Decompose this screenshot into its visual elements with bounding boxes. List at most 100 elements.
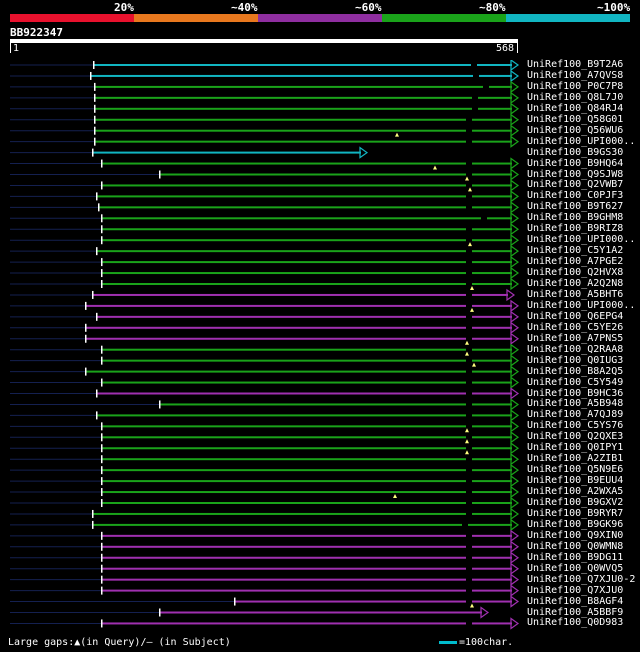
hit-label[interactable]: UniRef100_C5Y549 [527, 376, 624, 388]
hit-label[interactable]: UniRef100_C0PJF3 [527, 190, 624, 202]
hit-row[interactable] [10, 551, 520, 564]
hit-row[interactable] [10, 428, 520, 444]
hit-row[interactable] [10, 573, 520, 586]
hit-row[interactable] [10, 299, 520, 313]
hit-row[interactable] [10, 255, 520, 269]
hit-label[interactable]: UniRef100_B9HQ64 [527, 157, 624, 169]
hit-row[interactable] [10, 80, 520, 94]
hit-label[interactable]: UniRef100_Q0IUG3 [527, 354, 624, 366]
hit-label[interactable]: UniRef100_Q0WMN8 [527, 540, 624, 552]
hit-row[interactable] [10, 146, 369, 159]
hit-label[interactable]: UniRef100_Q84RJ4 [527, 102, 624, 114]
hit-row[interactable] [10, 450, 520, 466]
hit-row[interactable] [10, 562, 520, 575]
hit-label[interactable]: UniRef100_B9DG11 [527, 551, 624, 563]
hit-row[interactable] [10, 507, 520, 521]
hit-label[interactable]: UniRef100_C5YE26 [527, 321, 624, 333]
hit-label[interactable]: UniRef100_A7PGE2 [527, 256, 624, 268]
hit-label[interactable]: UniRef100_B9GHM8 [527, 212, 624, 224]
hit-row[interactable] [10, 409, 520, 422]
hit-row[interactable] [10, 91, 520, 105]
hit-label[interactable]: UniRef100_A7QJ89 [527, 409, 624, 421]
hit-row[interactable] [10, 332, 520, 345]
hit-label[interactable]: UniRef100_A7QVS8 [527, 69, 624, 81]
hit-row[interactable] [10, 340, 520, 356]
hit-label[interactable]: UniRef100_A5BBF9 [527, 606, 624, 618]
hit-label[interactable]: UniRef100_B9HC36 [527, 387, 624, 399]
hit-row[interactable] [10, 540, 520, 553]
hit-label[interactable]: UniRef100_A2Q2N8 [527, 278, 624, 289]
hit-label[interactable]: UniRef100_A5BHT6 [527, 288, 624, 300]
hit-label[interactable]: UniRef100_B9RIZ8 [527, 223, 624, 235]
hit-label[interactable]: UniRef100_B9GXV2 [527, 497, 624, 508]
hit-label[interactable]: UniRef100_B8AGF4 [527, 595, 624, 607]
hit-row[interactable] [10, 603, 490, 619]
hit-row[interactable] [10, 439, 520, 455]
hit-row[interactable] [10, 387, 520, 400]
hit-row[interactable] [10, 307, 520, 324]
hit-row[interactable] [10, 518, 520, 532]
hit-row[interactable] [10, 58, 520, 72]
hit-row[interactable] [10, 529, 520, 543]
hit-row[interactable] [10, 223, 520, 236]
hit-label[interactable]: UniRef100_Q2QXE3 [527, 431, 624, 443]
hit-label[interactable]: UniRef100_A2WXA5 [527, 486, 624, 498]
hit-label[interactable]: UniRef100_B9T627 [527, 201, 624, 213]
hit-label[interactable]: UniRef100_UPI000.. [527, 135, 636, 147]
hit-row[interactable] [10, 165, 520, 181]
hit-label[interactable]: UniRef100_B9RYR7 [527, 507, 624, 519]
hit-label[interactable]: UniRef100_UPI000.. [527, 234, 636, 246]
hit-label[interactable]: UniRef100_Q0WVQ5 [527, 562, 624, 574]
hit-label[interactable]: UniRef100_Q58G01 [527, 113, 624, 125]
hit-label[interactable]: UniRef100_Q2VWB7 [527, 179, 624, 191]
hit-row[interactable] [10, 113, 520, 126]
hit-row[interactable] [10, 494, 520, 510]
hit-row[interactable] [10, 69, 520, 83]
hit-row[interactable] [10, 157, 520, 170]
hit-label[interactable]: UniRef100_UPI000.. [527, 299, 636, 311]
hit-label[interactable]: UniRef100_Q6EPG4 [527, 310, 624, 322]
hit-label[interactable]: UniRef100_A7PNS5 [527, 332, 624, 344]
hit-row[interactable] [10, 595, 520, 608]
hit-label[interactable]: UniRef100_B8A2Q5 [527, 365, 624, 377]
hit-label[interactable]: UniRef100_A5B948 [527, 398, 624, 410]
hit-row[interactable] [10, 187, 520, 203]
hit-row[interactable] [10, 420, 520, 433]
hit-label[interactable]: UniRef100_P0C7P8 [527, 80, 624, 92]
hit-label[interactable]: UniRef100_C5Y1A2 [527, 245, 624, 257]
hit-row[interactable] [10, 132, 520, 148]
hit-row[interactable] [10, 362, 520, 378]
hit-row[interactable] [10, 242, 520, 258]
hit-row[interactable] [10, 212, 520, 225]
hit-label[interactable]: UniRef100_C5YS76 [527, 420, 624, 432]
hit-row[interactable] [10, 376, 520, 389]
hit-label[interactable]: UniRef100_B9GS30 [527, 146, 624, 158]
hit-label[interactable]: UniRef100_Q9SJW8 [527, 168, 624, 180]
hit-label[interactable]: UniRef100_Q8L7J0 [527, 91, 624, 103]
hit-label[interactable]: UniRef100_Q0IPY1 [527, 442, 624, 454]
hit-row[interactable] [10, 285, 516, 302]
hit-label[interactable]: UniRef100_Q2RAA8 [527, 343, 624, 355]
hit-label[interactable]: UniRef100_B9T2A6 [527, 59, 624, 70]
hit-label[interactable]: UniRef100_Q5N9E6 [527, 464, 624, 476]
hit-label[interactable]: UniRef100_Q7XJU0 [527, 584, 624, 596]
hit-label[interactable]: UniRef100_Q7XJU0-2 [527, 573, 636, 585]
hit-label[interactable]: UniRef100_Q9XIN0 [527, 529, 624, 541]
hit-label[interactable]: UniRef100_Q2HVX8 [527, 267, 624, 279]
hit-row[interactable] [10, 321, 520, 334]
hit-row[interactable] [10, 474, 520, 488]
hit-row[interactable] [10, 617, 520, 630]
hit-label[interactable]: UniRef100_A2ZIB1 [527, 453, 624, 465]
hit-row[interactable] [10, 485, 520, 499]
hit-row[interactable] [10, 351, 520, 367]
hit-label[interactable]: UniRef100_Q0D983 [527, 617, 624, 629]
hit-row[interactable] [10, 277, 520, 291]
hit-row[interactable] [10, 266, 520, 280]
hit-row[interactable] [10, 176, 520, 192]
hit-label[interactable]: UniRef100_Q56WU6 [527, 124, 624, 136]
hit-row[interactable] [10, 463, 520, 477]
hit-row[interactable] [10, 201, 520, 214]
hit-label[interactable]: UniRef100_B9EUU4 [527, 475, 624, 487]
hit-row[interactable] [10, 584, 520, 597]
hit-label[interactable]: UniRef100_B9GK96 [527, 518, 624, 530]
